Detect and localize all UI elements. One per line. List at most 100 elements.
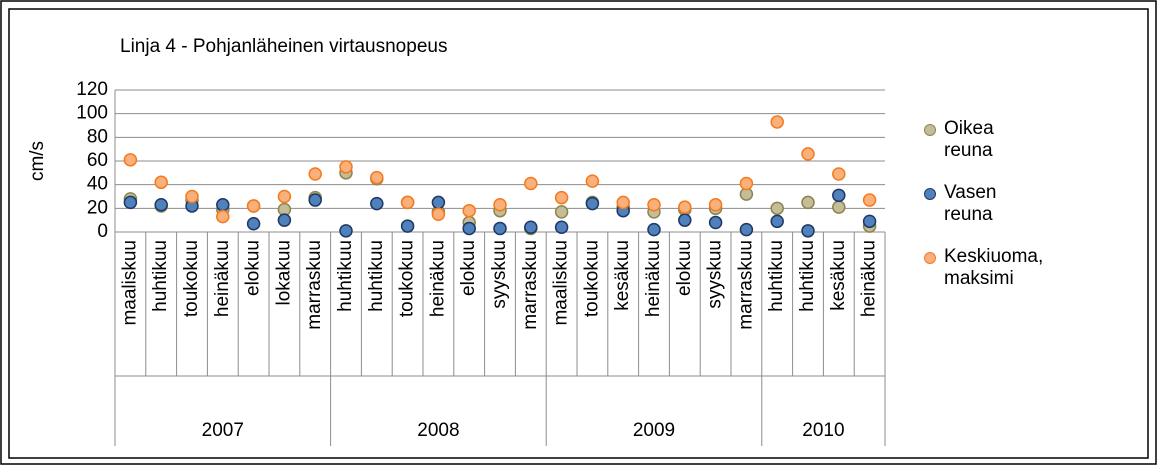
x-tick-label: heinäkuu [212,240,233,317]
x-group-label: 2008 [417,420,459,441]
marker [708,198,723,212]
x-tick-label: syyskuu [489,240,510,309]
x-tick-label: heinäkuu [859,240,880,317]
marker [554,205,569,219]
marker [739,176,754,191]
marker [524,220,538,235]
marker [770,115,784,129]
marker [339,160,353,174]
legend-item: Keskiuoma, maksimi [920,246,1044,290]
marker [801,147,815,161]
legend-item: Oikea reuna [920,118,1040,162]
marker [370,196,384,211]
x-tick-label: maaliskuu [119,240,140,326]
x-tick-label: elokuu [674,240,695,296]
marker [123,153,138,167]
marker [862,214,877,229]
marker [770,214,784,229]
x-tick-label: lokakuu [273,240,294,306]
marker [277,189,292,204]
marker [647,198,661,212]
marker [462,221,476,236]
marker [370,170,384,185]
x-tick-label: marraskuu [304,240,325,330]
chart-title: Linja 4 - Pohjanläheinen virtausnopeus [120,36,447,57]
legend-label: Oikea reuna [944,118,994,161]
marker [678,213,692,227]
marker [585,174,600,188]
x-tick-label: heinäkuu [427,240,448,317]
marker [154,198,168,212]
marker [154,175,168,190]
y-axis-label: cm/s [27,141,48,181]
x-tick-label: elokuu [243,240,264,296]
x-tick-label: syyskuu [705,240,726,309]
marker [708,215,723,230]
y-tick-label: 120 [76,79,108,100]
marker [678,200,692,214]
legend-label: Keskiuoma, maksimi [944,246,1044,289]
legend-item: Vasen reuna [920,182,1040,226]
marker [123,195,138,210]
marker [246,216,261,231]
legend-label: Vasen reuna [944,182,997,225]
marker [462,203,476,218]
marker [832,188,846,203]
y-tick-label: 80 [87,126,108,147]
x-tick-label: huhtikuu [797,240,818,312]
marker [832,167,846,181]
chart-frame [8,8,1149,459]
marker [431,195,446,210]
marker [339,224,353,238]
marker [400,195,415,210]
marker [616,195,630,210]
x-tick-label: marraskuu [735,240,756,330]
marker [216,198,230,212]
marker [647,222,661,237]
marker [524,176,538,191]
x-tick-label: huhtikuu [366,240,387,312]
marker [308,193,322,207]
x-tick-label: toukokuu [397,240,418,317]
marker [493,198,507,212]
x-group-label: 2009 [633,420,675,441]
x-tick-label: maaliskuu [551,240,572,326]
marker [770,201,784,216]
marker [493,221,507,236]
marker [185,189,199,204]
x-tick-label: toukokuu [181,240,202,317]
marker [585,196,600,211]
marker [862,193,877,207]
x-tick-label: heinäkuu [643,240,664,317]
marker [832,200,846,214]
marker [554,190,569,205]
y-tick-label: 0 [97,221,108,242]
legend: Oikea reuna Vasen reuna Keskiuoma, maksimi [920,118,1044,310]
x-tick-label: kesäkuu [828,240,849,311]
marker [801,224,815,238]
legend-swatch [924,124,936,136]
marker [400,219,415,233]
marker [739,222,754,237]
marker [246,199,261,213]
x-tick-label: toukokuu [581,240,602,317]
marker [308,167,322,181]
x-group-label: 2007 [202,420,244,441]
x-tick-label: huhtikuu [766,240,787,312]
legend-swatch [924,188,936,200]
y-tick-label: 40 [87,174,108,195]
x-tick-label: elokuu [458,240,479,296]
marker [801,195,815,210]
x-tick-label: huhtikuu [150,240,171,312]
y-tick-label: 20 [87,197,108,218]
x-tick-label: marraskuu [520,240,541,330]
marker [277,213,292,227]
y-tick-label: 60 [87,150,108,171]
y-tick-label: 100 [76,103,108,124]
x-group-label: 2010 [802,420,844,441]
legend-swatch [924,252,936,264]
marker [431,207,446,221]
